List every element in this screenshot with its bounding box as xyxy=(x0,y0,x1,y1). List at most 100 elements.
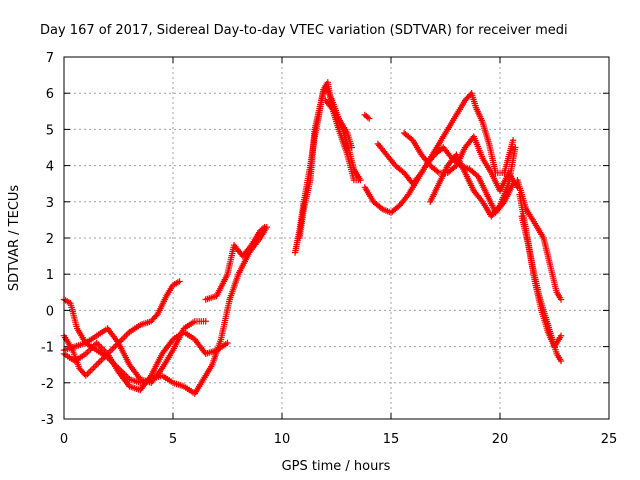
data-point-segment xyxy=(104,350,121,374)
data-point-segment xyxy=(427,162,441,175)
data-point-segment xyxy=(496,171,511,195)
data-point-segment xyxy=(322,82,335,102)
data-point-segment xyxy=(470,133,485,160)
data-point-segment xyxy=(224,244,237,278)
data-point-segment xyxy=(370,198,384,211)
data-point-segment xyxy=(350,176,362,184)
plot-frame xyxy=(63,56,610,420)
series-track-9 xyxy=(361,111,373,122)
data-point-segment xyxy=(488,169,503,193)
data-point-segment xyxy=(475,173,490,196)
data-point xyxy=(509,137,517,144)
data-point-segment xyxy=(198,363,215,386)
series-track-13 xyxy=(427,144,519,220)
data-point-segment xyxy=(361,111,371,121)
data-point-segment xyxy=(350,166,363,182)
data-point-segment xyxy=(488,203,502,220)
data-point-segment xyxy=(158,337,175,357)
y-tick-label: -3 xyxy=(41,413,54,428)
data-point xyxy=(557,357,565,365)
data-point-segment xyxy=(453,99,468,119)
data-point-segment xyxy=(387,203,402,216)
grid-lines xyxy=(64,57,609,419)
data-point-segment xyxy=(525,242,538,283)
data-point-segment xyxy=(158,348,176,372)
data-point-segment xyxy=(523,205,537,225)
data-point-segment xyxy=(400,129,415,143)
data-point-segment xyxy=(472,104,485,124)
data-point-segment xyxy=(137,374,154,394)
data-point-segment xyxy=(82,333,99,347)
data-point-segment xyxy=(331,108,346,131)
data-point-segment xyxy=(115,368,132,388)
data-point-segment xyxy=(148,312,160,325)
data-point-segment xyxy=(71,351,88,365)
y-tick-label: -2 xyxy=(41,377,54,392)
data-point-segment xyxy=(496,182,512,209)
data-point-segment xyxy=(479,119,492,146)
data-point-segment xyxy=(307,128,318,184)
data-point-segment xyxy=(470,187,485,204)
x-tick-label: 25 xyxy=(601,432,618,447)
data-point-segment xyxy=(148,352,165,379)
data-point-segment xyxy=(531,278,545,312)
series-track-11 xyxy=(374,90,517,187)
data-point-segment xyxy=(257,225,267,234)
data-point-segment xyxy=(300,178,314,213)
data-point-segment xyxy=(553,350,564,363)
data-point xyxy=(557,332,565,339)
y-axis-label: SDTVAR / TECUs xyxy=(7,185,22,292)
data-point-segment xyxy=(169,279,182,289)
y-tick-label: 4 xyxy=(46,160,54,175)
data-point-segment xyxy=(67,300,80,330)
data-point-segment xyxy=(409,137,424,157)
data-point-segment xyxy=(435,128,450,148)
data-point-segment xyxy=(126,361,143,381)
data-point xyxy=(366,115,373,122)
data-point-segment xyxy=(296,207,307,242)
data-point-segment xyxy=(246,236,263,256)
series-track-8 xyxy=(322,97,364,184)
data-point-segment xyxy=(409,171,424,187)
data-point-segment xyxy=(235,251,252,278)
data-point xyxy=(357,176,364,184)
data-point-segment xyxy=(453,151,468,175)
data-point-segment xyxy=(191,381,204,397)
series-track-12 xyxy=(400,129,521,195)
data-point-segment xyxy=(180,383,197,396)
chart-title: Day 167 of 2017, Sidereal Day-to-day VTE… xyxy=(40,23,568,38)
data-point-segment xyxy=(311,99,324,133)
data-point xyxy=(224,339,231,347)
y-tick-label: 3 xyxy=(46,196,54,211)
data-point-segment xyxy=(239,243,254,260)
data-point xyxy=(557,296,565,303)
data-point-segment xyxy=(418,151,433,168)
data-point-segment xyxy=(180,328,197,342)
data-point-segment xyxy=(383,151,398,168)
data-points xyxy=(60,79,565,397)
data-point-segment xyxy=(158,372,175,385)
axis-ticks: 0 5 10 15 20 25 -3 -2 -1 0 1 2 3 4 5 6 7 xyxy=(41,51,617,447)
data-point-segment xyxy=(479,155,494,175)
data-point-segment xyxy=(553,289,564,301)
x-tick-label: 5 xyxy=(169,432,177,447)
data-point-segment xyxy=(505,146,519,187)
data-point-segment xyxy=(551,334,564,350)
y-tick-label: 7 xyxy=(46,51,54,66)
data-point-segment xyxy=(169,330,186,343)
x-tick-label: 15 xyxy=(383,432,400,447)
data-point-segment xyxy=(531,220,546,240)
y-tick-label: -1 xyxy=(41,341,54,356)
data-point-segment xyxy=(518,213,532,247)
data-point-segment xyxy=(213,341,229,354)
data-point-segment xyxy=(154,294,169,318)
x-tick-label: 20 xyxy=(492,432,509,447)
data-point-segment xyxy=(163,283,176,300)
data-point-segment xyxy=(82,363,99,379)
series-track-5 xyxy=(202,223,268,303)
data-point-segment xyxy=(226,272,241,303)
data-point-segment xyxy=(148,366,165,386)
data-point-segment xyxy=(104,325,121,345)
